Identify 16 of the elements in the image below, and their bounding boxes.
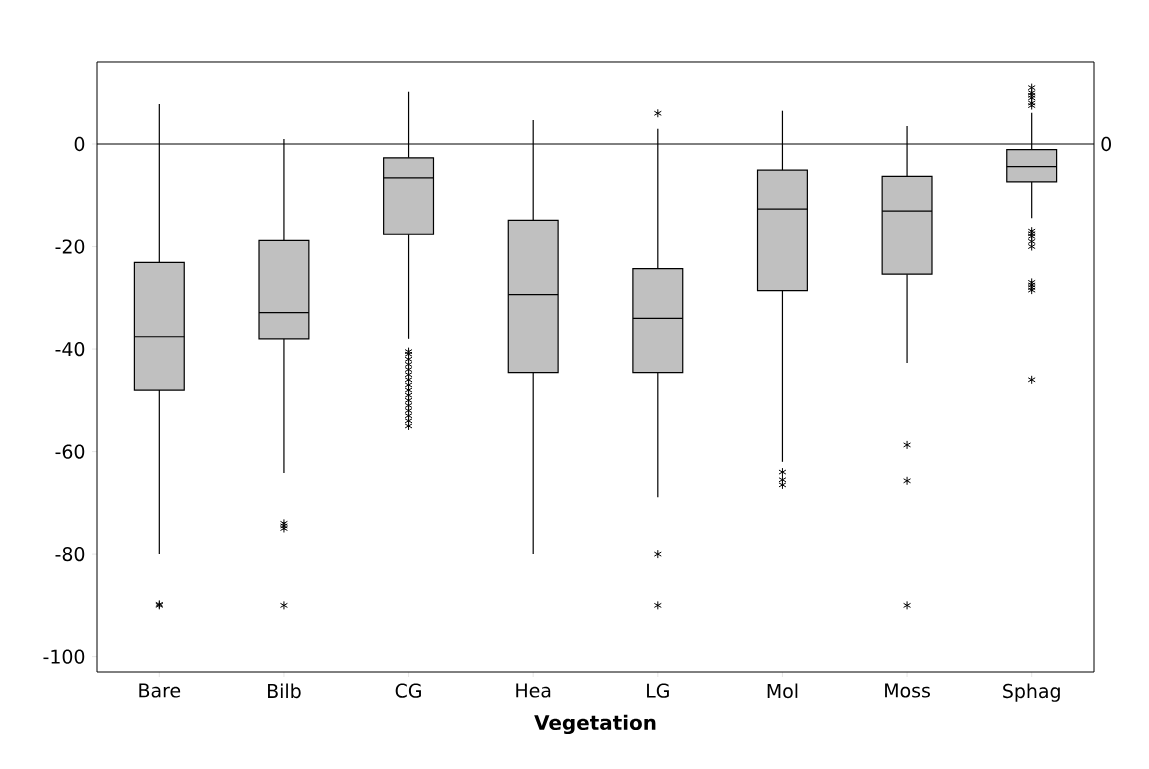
- y-tick-label: -100: [43, 649, 85, 664]
- y-tick-label: -20: [55, 239, 85, 254]
- x-tick-label: Moss: [885, 683, 930, 698]
- y-tick-label: -80: [55, 546, 85, 562]
- x-tick-label: CG: [395, 683, 421, 698]
- x-tick-label: Hea: [516, 683, 551, 698]
- y-tick-label: -60: [55, 444, 85, 459]
- y-tick-label: -40: [55, 341, 85, 357]
- ref-line-label: 0: [1101, 136, 1111, 152]
- x-tick-label: Mol: [767, 683, 798, 699]
- x-tick-label: Bilb: [268, 683, 301, 699]
- x-tick-label: LG: [647, 683, 669, 698]
- x-axis-title: Vegetation: [534, 714, 656, 735]
- x-tick-label: Sphag: [1003, 683, 1060, 702]
- x-tick-label: Bare: [139, 683, 181, 698]
- y-tick-label: 0: [74, 136, 85, 152]
